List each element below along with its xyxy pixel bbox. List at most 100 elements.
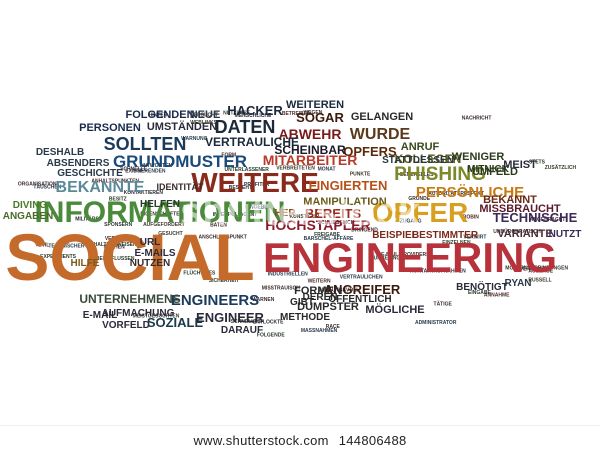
cloud-word-small: MODERNVERBINDUNGEN <box>505 266 568 272</box>
cloud-word: NUTZT <box>549 229 582 240</box>
cloud-word: KOLLEGEN <box>395 152 462 166</box>
cloud-word-small: VERWIRT <box>463 235 486 241</box>
cloud-word: RYAN <box>504 278 531 289</box>
cloud-word-small: MEISTGESUCHTEN <box>133 314 180 320</box>
cloud-word-small: SICHERHEIT <box>209 278 239 284</box>
cloud-word: E-MAIL <box>83 310 117 321</box>
cloud-word-small: BSI <box>133 168 142 174</box>
cloud-word: SOCIAL <box>5 220 254 294</box>
cloud-word-small: MILITÄRS <box>75 216 99 223</box>
cloud-word: BEISPIEL <box>372 230 418 241</box>
cloud-word-small: WEGEN <box>303 110 322 116</box>
cloud-word: METHODE <box>280 312 330 323</box>
cloud-word: UMSTÄNDEN <box>147 120 217 133</box>
cloud-word-small: AUSSAGE <box>528 269 553 275</box>
cloud-word-small: RUSSELL <box>528 277 551 283</box>
cloud-word: DARAUF <box>221 325 263 336</box>
cloud-word-small: DRINGEND <box>351 227 378 233</box>
small-words-layer: MILITÄRS E-MAIL-PROVIDERS VERHALTENSWEISEN… <box>18 110 577 338</box>
cloud-word: DIVING <box>13 200 48 211</box>
cloud-word-small: BESITZ <box>109 197 127 203</box>
cloud-word-small: BETREIBEN <box>282 111 311 117</box>
cloud-word-small: ROBIN <box>463 214 480 220</box>
cloud-word-small: VERHALTENSWEISEN <box>83 242 137 248</box>
cloud-word-small: SCHNELLE <box>120 166 148 172</box>
cloud-word-small: UNBEDINGT <box>374 256 404 262</box>
cloud-word-small: KÜNSTIGUR <box>290 213 320 220</box>
cloud-word-small: TÄTIGE <box>434 300 453 307</box>
cloud-word: IDENTITÄT <box>157 182 204 192</box>
cloud-word: VERTRAULICHE <box>205 135 299 149</box>
cloud-word-small: WEBLINKS <box>190 120 217 126</box>
cloud-word: NUTZEN <box>130 258 171 269</box>
cloud-word: DATEN <box>215 117 276 137</box>
cloud-word: ABSENDERS <box>47 158 110 169</box>
cloud-word-small: VERSUCHT <box>190 112 218 118</box>
cloud-word: FORMEN <box>294 285 342 297</box>
cloud-word: HILFE <box>71 258 100 269</box>
cloud-word-small: ANHALTSPUNKTEN <box>91 179 139 185</box>
cloud-word-small: VERTRAUEN <box>520 267 552 273</box>
footer-image-number: 144806488 <box>338 433 407 448</box>
watermark-text: shutterstock <box>180 190 421 234</box>
cloud-word-small: TECHNISCHER <box>48 243 85 249</box>
cloud-word: ENGINEERS <box>171 292 259 309</box>
cloud-word: WURDE <box>350 126 411 143</box>
cloud-word-small: E-MAIL-PROVIDERS <box>381 252 430 258</box>
cloud-word: FOLGENDEN <box>125 109 194 121</box>
cloud-word: FINGIERTEN <box>309 178 388 193</box>
cloud-word-small: WARNEN <box>252 297 275 303</box>
cloud-word-small: GENERELLES <box>400 172 435 178</box>
cloud-word-small: WARNUNG <box>181 136 207 142</box>
cloud-word-small: FALL <box>131 240 144 246</box>
cloud-word: UNTERNEHMENS <box>79 292 180 306</box>
cloud-word: DEREN <box>302 292 337 303</box>
cloud-word-small: EXISTIERENDEN <box>125 168 166 174</box>
cloud-word: AUFMACHUNG <box>102 308 175 319</box>
cloud-word-small: SPONSERN <box>104 222 132 228</box>
footer-caption: www.shutterstock.com 144806488 <box>0 433 600 448</box>
cloud-word: SOLLTEN <box>104 134 187 154</box>
cloud-word: ABWEHR <box>279 126 342 142</box>
cloud-word: MANIPULATION <box>303 196 387 208</box>
cloud-word: BENÖTIGT <box>456 280 508 293</box>
cloud-word: STATTDESSEN <box>382 155 454 166</box>
cloud-word-small: SCHNELLES <box>231 319 262 325</box>
cloud-word: ANGREIFER <box>324 282 401 297</box>
cloud-word: OPFER <box>372 197 468 228</box>
cloud-word-small: STETS <box>529 160 546 166</box>
cloud-word-small: TÄUSCHEN <box>33 184 61 191</box>
cloud-word-small: ADMINISTRATOR <box>415 320 457 326</box>
cloud-word: ANRUF <box>401 141 440 153</box>
cloud-word-small: ENTLOCKTE <box>253 320 284 326</box>
cloud-word-small: WEITERN <box>308 279 331 285</box>
cloud-word: E-MAILS <box>134 248 175 259</box>
cloud-word: HOCHSTAPLER <box>265 217 371 233</box>
cloud-word: MITARBEITER <box>263 152 358 168</box>
word-cloud-canvas: MILITÄRS E-MAIL-PROVIDERS VERHALTENSWEISEN… <box>3 99 582 339</box>
cloud-word-small: FOLGENDE <box>257 333 285 339</box>
cloud-word-small: ANGEBRACHT <box>530 217 566 223</box>
word-cloud: MILITÄRS E-MAIL-PROVIDERS VERHALTENSWEISEN… <box>3 99 582 339</box>
cloud-word-small: INTERPOL-AGENT <box>213 212 257 218</box>
cloud-word-small: EINZELNEN <box>442 240 471 246</box>
cloud-word-small: AUTORITÄTSRESPEKT <box>428 190 484 197</box>
cloud-word-small: MONAT <box>318 166 336 172</box>
cloud-word: WENIGER <box>452 151 505 163</box>
cloud-word-small: BEEINFLUSSEN <box>96 256 135 262</box>
cloud-word: HER <box>274 208 296 219</box>
cloud-word: GIBT <box>290 297 314 308</box>
cloud-word-small: FLÜCHTIGES <box>183 269 216 276</box>
cloud-word-small: EINGEBEN <box>245 205 272 211</box>
cloud-word-small: EIGENSCHAFTEN <box>140 212 183 218</box>
cloud-word: BEREITS <box>305 206 362 221</box>
cloud-word: OPFERS <box>343 144 397 159</box>
cloud-word: DUMPSTER <box>297 301 359 313</box>
cloud-word: PHISHING <box>394 164 486 185</box>
cloud-word-small: HINTER <box>149 113 168 119</box>
cloud-word-small: SACHEN <box>104 244 126 250</box>
cloud-word: ANGABEN <box>3 211 54 222</box>
cloud-word: INFORMATIONEN <box>34 196 285 229</box>
cloud-word-small: KONTAKTIEREN <box>124 190 164 196</box>
cloud-word-small: SCHLIESSLICH <box>318 220 355 226</box>
